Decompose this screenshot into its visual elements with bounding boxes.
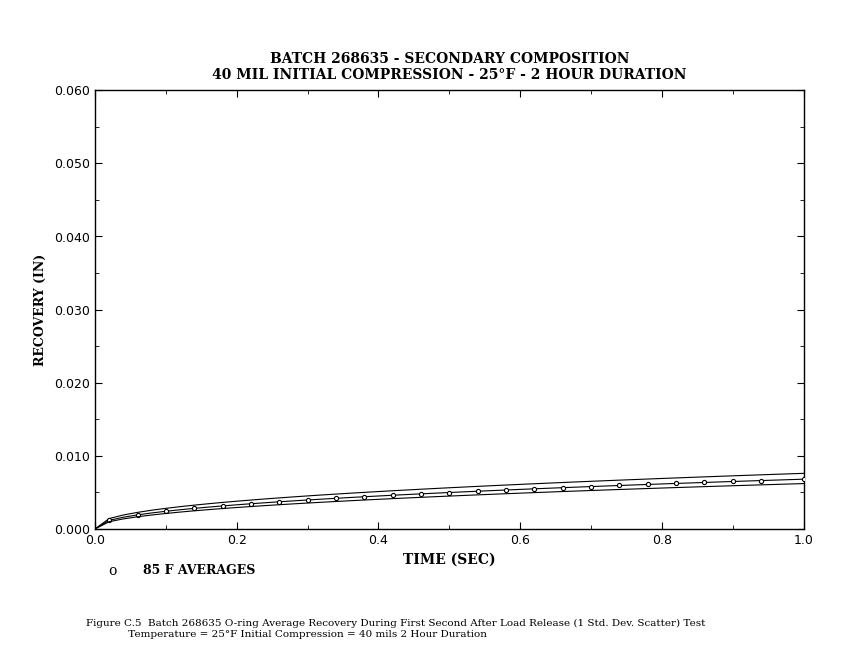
- Y-axis label: RECOVERY (IN): RECOVERY (IN): [35, 253, 48, 366]
- Text: Figure C.5  Batch 268635 O-ring Average Recovery During First Second After Load : Figure C.5 Batch 268635 O-ring Average R…: [86, 619, 706, 639]
- Text: 85 F AVERAGES: 85 F AVERAGES: [143, 564, 255, 577]
- X-axis label: TIME (SEC): TIME (SEC): [403, 552, 496, 566]
- Text: o: o: [108, 564, 117, 578]
- Title: BATCH 268635 - SECONDARY COMPOSITION
40 MIL INITIAL COMPRESSION - 25°F - 2 HOUR : BATCH 268635 - SECONDARY COMPOSITION 40 …: [212, 52, 687, 82]
